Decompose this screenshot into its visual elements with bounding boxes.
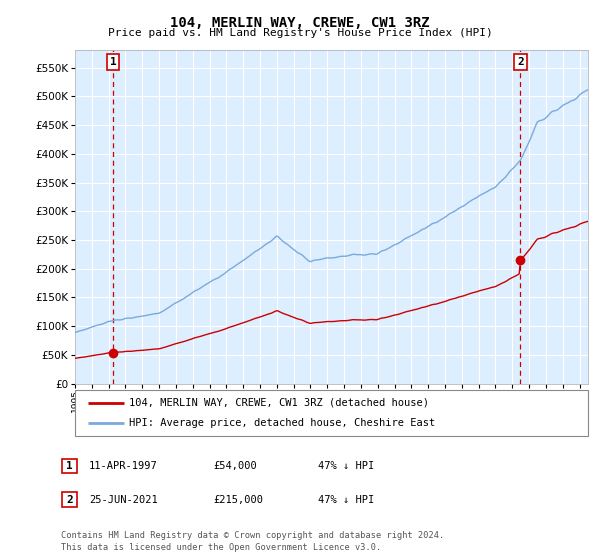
Text: 1: 1 <box>110 57 116 67</box>
Text: 2: 2 <box>517 57 524 67</box>
Text: This data is licensed under the Open Government Licence v3.0.: This data is licensed under the Open Gov… <box>61 543 382 552</box>
Text: 11-APR-1997: 11-APR-1997 <box>89 461 158 471</box>
Text: 1: 1 <box>66 461 73 471</box>
Text: 2: 2 <box>66 494 73 505</box>
Text: £54,000: £54,000 <box>213 461 257 471</box>
Text: 47% ↓ HPI: 47% ↓ HPI <box>318 494 374 505</box>
Text: Contains HM Land Registry data © Crown copyright and database right 2024.: Contains HM Land Registry data © Crown c… <box>61 531 445 540</box>
Text: Price paid vs. HM Land Registry's House Price Index (HPI): Price paid vs. HM Land Registry's House … <box>107 28 493 38</box>
Text: HPI: Average price, detached house, Cheshire East: HPI: Average price, detached house, Ches… <box>129 418 435 428</box>
Text: 104, MERLIN WAY, CREWE, CW1 3RZ (detached house): 104, MERLIN WAY, CREWE, CW1 3RZ (detache… <box>129 398 429 408</box>
Text: 104, MERLIN WAY, CREWE, CW1 3RZ: 104, MERLIN WAY, CREWE, CW1 3RZ <box>170 16 430 30</box>
Text: £215,000: £215,000 <box>213 494 263 505</box>
Text: 47% ↓ HPI: 47% ↓ HPI <box>318 461 374 471</box>
Text: 25-JUN-2021: 25-JUN-2021 <box>89 494 158 505</box>
